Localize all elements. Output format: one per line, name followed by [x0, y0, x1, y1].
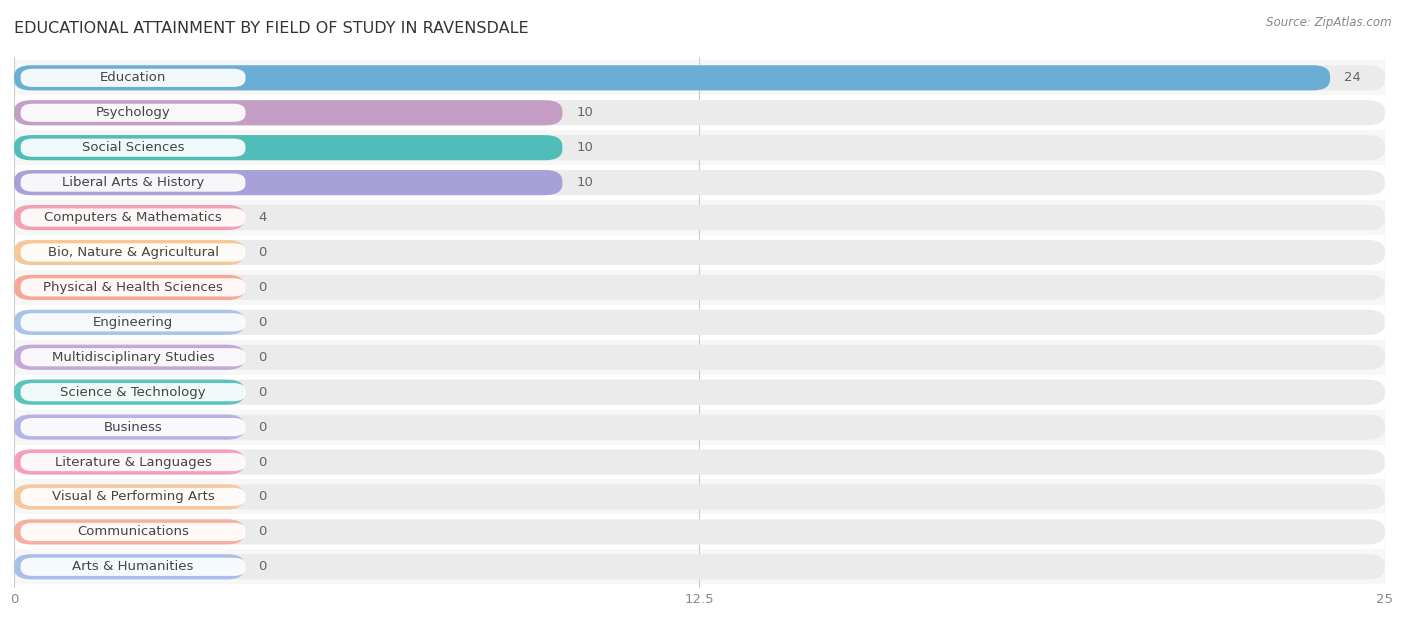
- Text: 0: 0: [259, 525, 267, 538]
- FancyBboxPatch shape: [21, 557, 246, 576]
- FancyBboxPatch shape: [14, 275, 245, 300]
- Text: 4: 4: [259, 211, 267, 224]
- FancyBboxPatch shape: [14, 310, 245, 335]
- Text: 0: 0: [259, 316, 267, 329]
- Text: 0: 0: [259, 246, 267, 259]
- FancyBboxPatch shape: [14, 444, 1385, 480]
- FancyBboxPatch shape: [21, 209, 246, 227]
- Text: 0: 0: [259, 386, 267, 399]
- FancyBboxPatch shape: [14, 305, 1385, 340]
- Text: Engineering: Engineering: [93, 316, 173, 329]
- FancyBboxPatch shape: [21, 383, 246, 401]
- FancyBboxPatch shape: [14, 100, 1385, 125]
- Text: Multidisciplinary Studies: Multidisciplinary Studies: [52, 351, 214, 364]
- FancyBboxPatch shape: [21, 348, 246, 367]
- FancyBboxPatch shape: [14, 130, 1385, 165]
- Text: Computers & Mathematics: Computers & Mathematics: [44, 211, 222, 224]
- FancyBboxPatch shape: [14, 240, 245, 265]
- Text: Communications: Communications: [77, 525, 188, 538]
- FancyBboxPatch shape: [14, 135, 1385, 161]
- FancyBboxPatch shape: [21, 138, 246, 157]
- Text: Psychology: Psychology: [96, 106, 170, 119]
- FancyBboxPatch shape: [14, 344, 1385, 370]
- FancyBboxPatch shape: [14, 449, 245, 475]
- FancyBboxPatch shape: [21, 243, 246, 262]
- FancyBboxPatch shape: [14, 200, 1385, 235]
- FancyBboxPatch shape: [21, 453, 246, 471]
- Text: Science & Technology: Science & Technology: [60, 386, 205, 399]
- FancyBboxPatch shape: [14, 449, 1385, 475]
- Text: Liberal Arts & History: Liberal Arts & History: [62, 176, 204, 189]
- FancyBboxPatch shape: [14, 415, 245, 440]
- FancyBboxPatch shape: [14, 554, 245, 580]
- FancyBboxPatch shape: [14, 380, 1385, 404]
- FancyBboxPatch shape: [14, 61, 1385, 95]
- Text: 10: 10: [576, 141, 593, 154]
- FancyBboxPatch shape: [14, 520, 1385, 544]
- FancyBboxPatch shape: [14, 170, 1385, 195]
- Text: 24: 24: [1344, 71, 1361, 84]
- Text: EDUCATIONAL ATTAINMENT BY FIELD OF STUDY IN RAVENSDALE: EDUCATIONAL ATTAINMENT BY FIELD OF STUDY…: [14, 21, 529, 35]
- FancyBboxPatch shape: [21, 104, 246, 122]
- Text: Social Sciences: Social Sciences: [82, 141, 184, 154]
- FancyBboxPatch shape: [21, 69, 246, 87]
- FancyBboxPatch shape: [14, 65, 1330, 90]
- FancyBboxPatch shape: [14, 484, 1385, 509]
- FancyBboxPatch shape: [14, 480, 1385, 514]
- FancyBboxPatch shape: [14, 520, 245, 544]
- Text: Business: Business: [104, 421, 163, 434]
- FancyBboxPatch shape: [14, 554, 1385, 580]
- FancyBboxPatch shape: [14, 205, 245, 230]
- FancyBboxPatch shape: [14, 135, 562, 161]
- FancyBboxPatch shape: [21, 418, 246, 436]
- Text: 0: 0: [259, 281, 267, 294]
- Text: 0: 0: [259, 456, 267, 468]
- FancyBboxPatch shape: [14, 310, 1385, 335]
- FancyBboxPatch shape: [14, 410, 1385, 444]
- FancyBboxPatch shape: [14, 275, 1385, 300]
- Text: Source: ZipAtlas.com: Source: ZipAtlas.com: [1267, 16, 1392, 29]
- FancyBboxPatch shape: [14, 95, 1385, 130]
- FancyBboxPatch shape: [14, 235, 1385, 270]
- FancyBboxPatch shape: [14, 165, 1385, 200]
- Text: 0: 0: [259, 421, 267, 434]
- FancyBboxPatch shape: [14, 205, 1385, 230]
- FancyBboxPatch shape: [14, 514, 1385, 549]
- FancyBboxPatch shape: [14, 270, 1385, 305]
- Text: Bio, Nature & Agricultural: Bio, Nature & Agricultural: [48, 246, 218, 259]
- FancyBboxPatch shape: [14, 344, 245, 370]
- FancyBboxPatch shape: [21, 523, 246, 541]
- FancyBboxPatch shape: [14, 170, 562, 195]
- Text: 0: 0: [259, 351, 267, 364]
- Text: 0: 0: [259, 490, 267, 504]
- Text: Literature & Languages: Literature & Languages: [55, 456, 211, 468]
- Text: Arts & Humanities: Arts & Humanities: [72, 561, 194, 573]
- FancyBboxPatch shape: [14, 380, 245, 404]
- Text: Visual & Performing Arts: Visual & Performing Arts: [52, 490, 215, 504]
- FancyBboxPatch shape: [14, 100, 562, 125]
- FancyBboxPatch shape: [21, 313, 246, 331]
- FancyBboxPatch shape: [14, 240, 1385, 265]
- Text: 10: 10: [576, 106, 593, 119]
- FancyBboxPatch shape: [14, 484, 245, 509]
- FancyBboxPatch shape: [14, 340, 1385, 375]
- FancyBboxPatch shape: [14, 375, 1385, 410]
- FancyBboxPatch shape: [14, 415, 1385, 440]
- Text: 0: 0: [259, 561, 267, 573]
- Text: 10: 10: [576, 176, 593, 189]
- FancyBboxPatch shape: [14, 65, 1385, 90]
- FancyBboxPatch shape: [21, 488, 246, 506]
- FancyBboxPatch shape: [21, 278, 246, 296]
- FancyBboxPatch shape: [21, 174, 246, 191]
- Text: Education: Education: [100, 71, 166, 84]
- FancyBboxPatch shape: [14, 549, 1385, 584]
- Text: Physical & Health Sciences: Physical & Health Sciences: [44, 281, 224, 294]
